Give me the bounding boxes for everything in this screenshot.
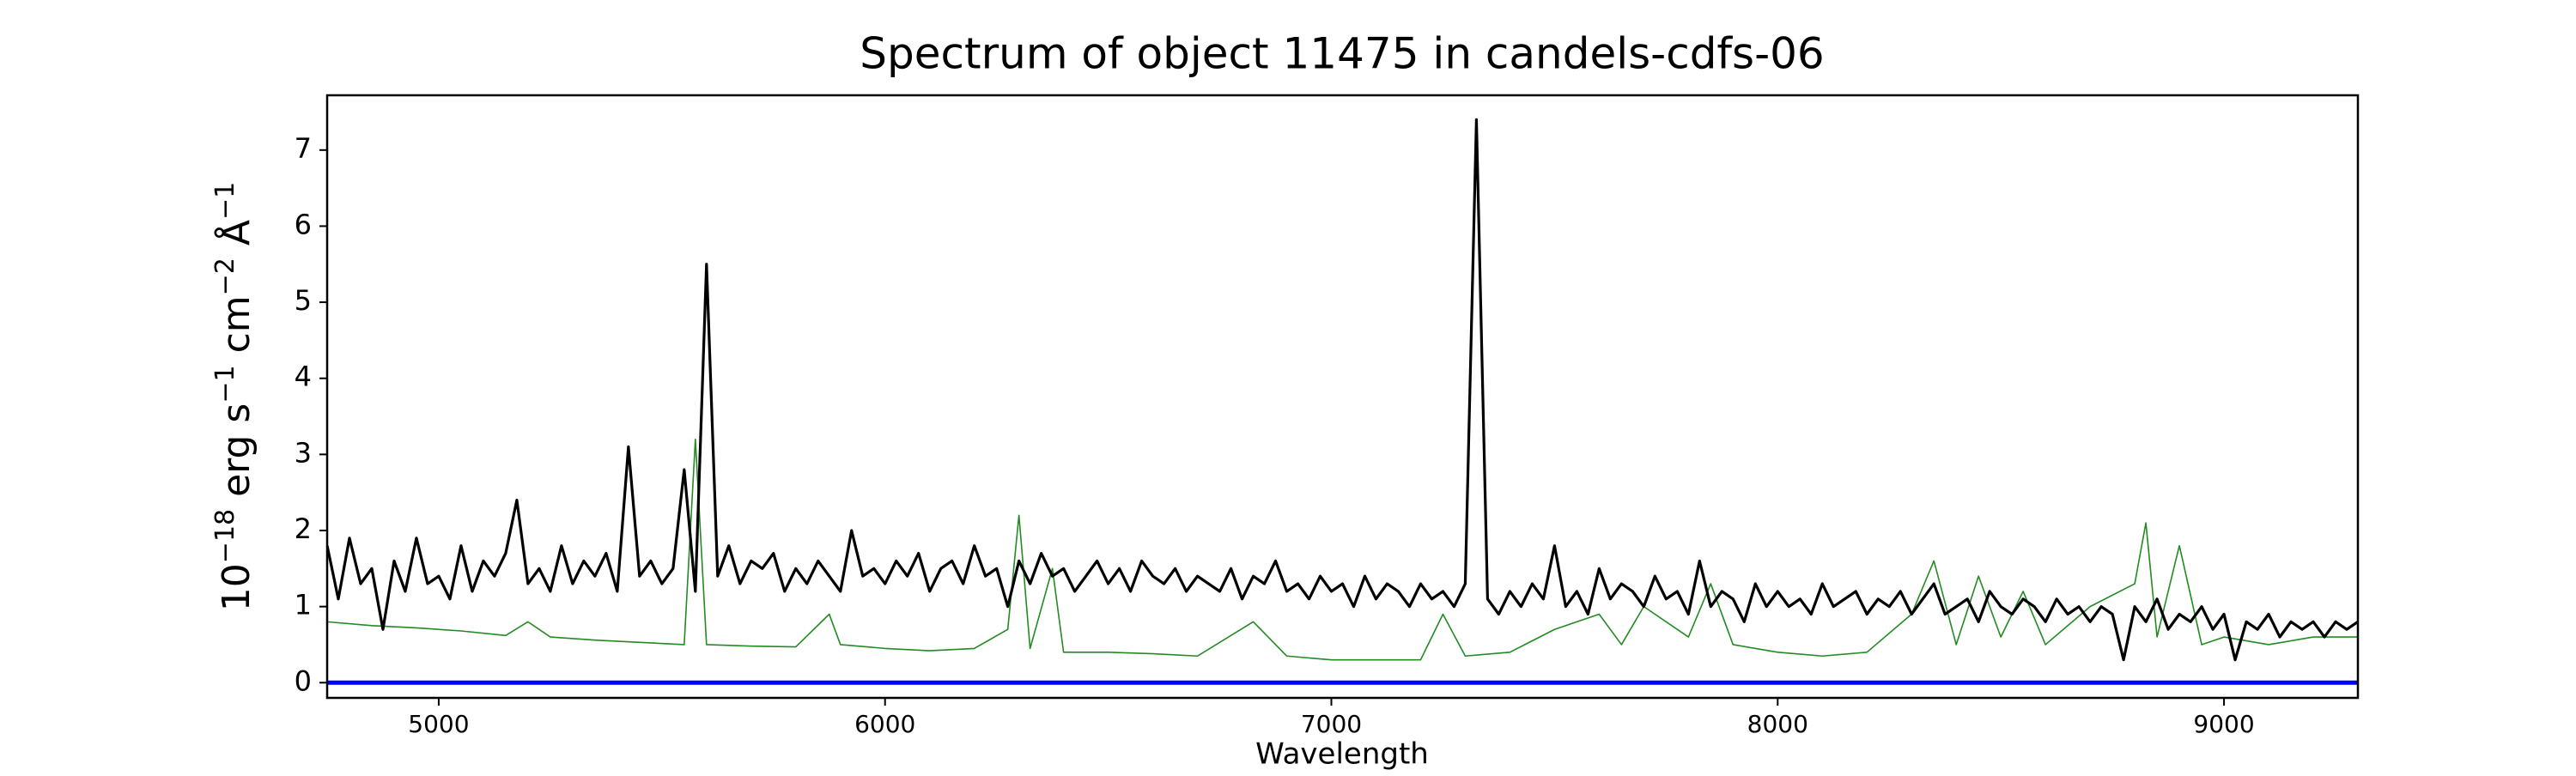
- y-label-text: erg s: [215, 403, 258, 509]
- y-tick-label: 6: [295, 208, 312, 240]
- y-label-text: cm: [215, 295, 258, 365]
- x-tick-label: 9000: [2193, 710, 2254, 738]
- y-tick-label: 0: [295, 664, 312, 697]
- y-tick-label: 2: [295, 512, 312, 545]
- x-tick-label: 6000: [854, 710, 915, 738]
- y-label-exponent: −1: [210, 365, 240, 403]
- plot-frame: [325, 94, 2360, 700]
- y-tick-label: 7: [295, 132, 312, 165]
- y-axis-label: 10−18 erg s−1 cm−2 Å−1: [210, 182, 258, 611]
- y-tick-label: 5: [295, 284, 312, 317]
- y-label-text: 10: [215, 563, 258, 611]
- y-label-exponent: −1: [210, 182, 240, 220]
- x-tick-label: 7000: [1301, 710, 1362, 738]
- spectrum-line: [327, 118, 2358, 662]
- plot-area: [327, 118, 2358, 685]
- y-label-exponent: −18: [210, 509, 240, 563]
- y-tick-label: 1: [295, 589, 312, 621]
- y-tick-label: 3: [295, 436, 312, 469]
- y-label-text: Å: [213, 220, 258, 258]
- x-tick-label: 8000: [1747, 710, 1808, 738]
- x-tick-label: 5000: [408, 710, 469, 738]
- y-label-exponent: −2: [210, 258, 240, 295]
- spectrum-line: [327, 438, 2358, 661]
- y-tick-label: 4: [295, 361, 312, 393]
- x-axis-label: Wavelength: [1255, 737, 1429, 772]
- chart-title: Spectrum of object 11475 in candels-cdfs…: [860, 29, 1825, 79]
